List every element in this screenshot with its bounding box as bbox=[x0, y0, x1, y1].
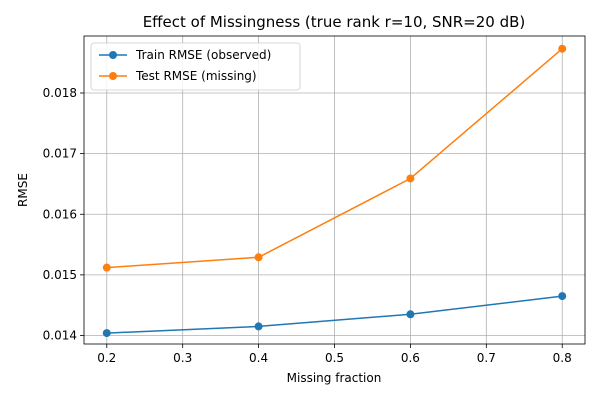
series-layer bbox=[102, 44, 567, 338]
series-2-point bbox=[406, 174, 415, 183]
axes: 0.2 0.3 0.4 0.5 0.6 0.7 0.8 0.014 0.015 0.016 0.01… bbox=[43, 35, 586, 365]
series-1-point bbox=[558, 292, 567, 301]
chart-title: Effect of Missingness (true rank r=10, S… bbox=[143, 13, 526, 31]
series-1-point bbox=[406, 310, 415, 319]
y-tick-label: 0.014 bbox=[43, 329, 77, 343]
series-2-point bbox=[558, 44, 567, 53]
legend: Train RMSE (observed) Test RMSE (missing) bbox=[90, 42, 301, 91]
legend-marker-2 bbox=[109, 72, 117, 80]
x-tick-label: 0.8 bbox=[553, 351, 572, 365]
series-line-2 bbox=[106, 48, 563, 269]
series-line-1 bbox=[106, 295, 563, 334]
y-axis-label: RMSE bbox=[16, 173, 30, 207]
y-tick-label: 0.017 bbox=[43, 147, 77, 161]
series-2-point bbox=[102, 263, 111, 272]
x-axis-label: Missing fraction bbox=[287, 371, 382, 385]
y-tick-label: 0.015 bbox=[43, 268, 77, 282]
x-tick-label: 0.2 bbox=[97, 351, 116, 365]
legend-box bbox=[90, 42, 301, 91]
series-1-point bbox=[102, 329, 111, 338]
legend-label-1: Train RMSE (observed) bbox=[135, 48, 271, 62]
y-tick-label: 0.016 bbox=[43, 207, 77, 221]
legend-marker-1 bbox=[109, 51, 117, 59]
plot-frame bbox=[83, 35, 586, 345]
x-tick-label: 0.5 bbox=[325, 351, 344, 365]
x-tick-label: 0.3 bbox=[173, 351, 192, 365]
series-2-point bbox=[254, 253, 263, 262]
legend-label-2: Test RMSE (missing) bbox=[135, 69, 257, 83]
series-1-point bbox=[254, 322, 263, 331]
x-tick-label: 0.7 bbox=[477, 351, 496, 365]
y-tick-label: 0.018 bbox=[43, 86, 77, 100]
x-tick-label: 0.4 bbox=[249, 351, 268, 365]
x-tick-label: 0.6 bbox=[401, 351, 420, 365]
